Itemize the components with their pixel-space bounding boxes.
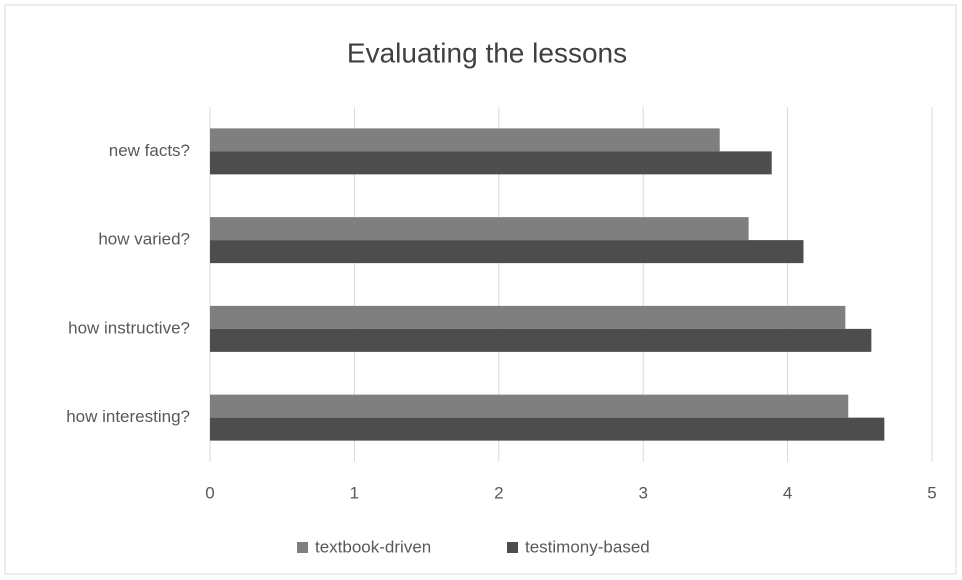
legend-label: testimony-based [525, 537, 650, 556]
bar [210, 151, 772, 175]
x-tick-label: 0 [205, 483, 214, 502]
x-tick-label: 4 [783, 483, 792, 502]
bar [210, 417, 885, 441]
bar [210, 305, 846, 329]
legend-swatch [297, 542, 308, 553]
legend-label: textbook-driven [315, 537, 431, 556]
bar [210, 128, 720, 152]
y-tick-label: new facts? [109, 141, 190, 160]
y-tick-label: how instructive? [68, 318, 190, 337]
bar [210, 328, 872, 352]
x-tick-label: 5 [927, 483, 936, 502]
chart-title: Evaluating the lessons [347, 37, 627, 68]
bar [210, 217, 749, 241]
bar [210, 240, 804, 264]
y-tick-label: how interesting? [66, 407, 190, 426]
x-tick-label: 3 [638, 483, 647, 502]
y-tick-label: how varied? [98, 230, 190, 249]
chart-frame [4, 4, 957, 575]
bar [210, 394, 849, 418]
x-tick-label: 1 [350, 483, 359, 502]
legend-swatch [507, 542, 518, 553]
x-tick-label: 2 [494, 483, 503, 502]
